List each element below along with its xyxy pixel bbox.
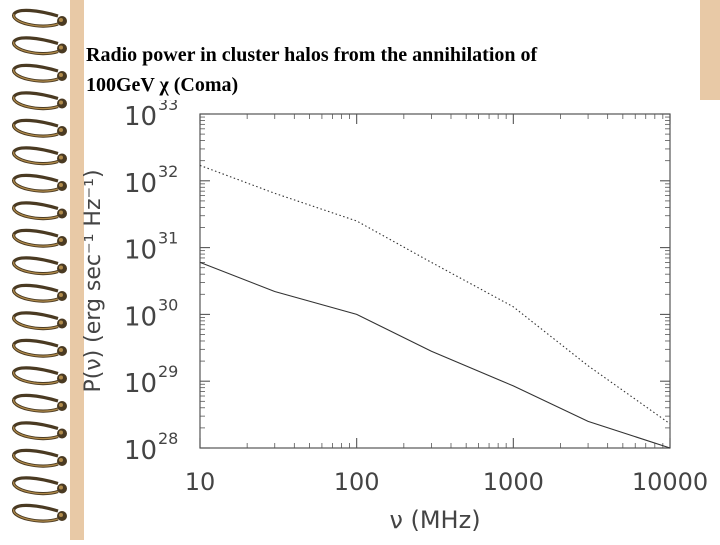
minor-ticks — [200, 114, 670, 448]
spiral-coil — [12, 503, 67, 523]
spiral-coil — [12, 91, 67, 111]
spiral-coil — [12, 448, 67, 468]
x-tick-label: 100 — [334, 468, 380, 496]
y-tick-exponent: 32 — [158, 162, 178, 181]
spiral-coil — [12, 283, 67, 303]
y-tick-exponent: 29 — [158, 362, 178, 381]
y-tick-label: 10 31 — [124, 229, 178, 266]
y-tick-base: 10 — [124, 236, 157, 266]
spiral-coil — [12, 256, 67, 276]
y-tick-exponent: 33 — [158, 100, 178, 114]
spiral-coil — [12, 421, 67, 441]
plot-border — [199, 113, 671, 449]
y-tick-exponent: 31 — [158, 229, 178, 248]
spiral-coil — [12, 311, 67, 331]
y-axis-label: P(ν) (erg sec⁻¹ Hz⁻¹) — [81, 169, 106, 392]
series-line-solid — [199, 261, 671, 449]
spiral-coil — [12, 63, 67, 83]
spiral-coils-graphic — [12, 8, 67, 523]
y-tick-base: 10 — [124, 369, 157, 399]
x-tick-label: 10 — [185, 468, 216, 496]
spiral-coil — [12, 173, 67, 193]
spiral-coil — [12, 8, 67, 28]
y-tick-label: 10 28 — [124, 429, 178, 466]
y-tick-base: 10 — [124, 169, 157, 199]
slide-title: Radio power in cluster halos from the an… — [86, 40, 686, 100]
spiral-coil — [12, 118, 67, 138]
y-tick-base: 10 — [124, 102, 157, 132]
spiral-coil — [12, 338, 67, 358]
y-tick-base: 10 — [124, 436, 157, 466]
y-tick-label: 10 32 — [124, 162, 178, 199]
spiral-coil — [12, 476, 67, 496]
left-accent-bar — [70, 0, 84, 540]
spiral-coil — [12, 201, 67, 221]
spiral-coil — [12, 228, 67, 248]
y-tick-base: 10 — [124, 302, 157, 332]
y-tick-label: 10 29 — [124, 362, 178, 399]
spiral-coil — [12, 366, 67, 386]
series-layer — [199, 164, 671, 449]
y-tick-label: 10 33 — [124, 100, 178, 132]
x-axis-label: ν (MHz) — [389, 506, 480, 534]
notebook-spiral-binding — [0, 0, 72, 540]
spiral-coil — [12, 36, 67, 56]
x-tick-label: 1000 — [483, 468, 544, 496]
slide-title-line-1: Radio power in cluster halos from the an… — [86, 44, 538, 66]
plot-frame — [199, 113, 671, 449]
x-axis-ticks: 10 100 1000 10000 — [185, 114, 708, 496]
right-accent-bar — [700, 0, 720, 100]
slide-title-line-2: 100GeV χ (Coma) — [86, 74, 239, 96]
y-tick-label: 10 30 — [124, 295, 178, 332]
spiral-coil — [12, 393, 67, 413]
spiral-coil — [12, 146, 67, 166]
y-tick-exponent: 30 — [158, 295, 178, 314]
x-tick-label: 10000 — [632, 468, 708, 496]
series-line-dotted — [199, 164, 671, 425]
y-tick-exponent: 28 — [158, 429, 178, 448]
